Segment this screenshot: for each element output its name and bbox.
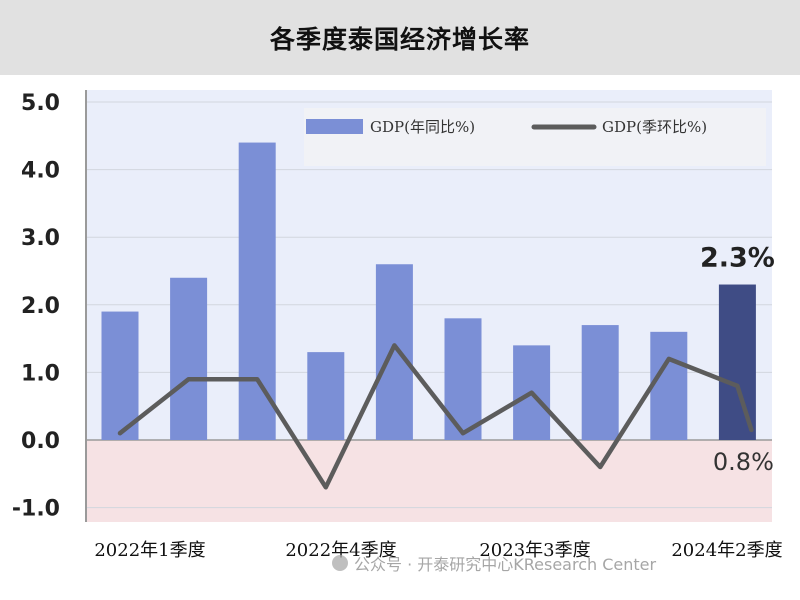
line-series — [117, 343, 754, 490]
x-tick-labels: 2022年1季度 2022年4季度 2023年3季度 2024年2季度 — [94, 540, 782, 561]
title-band: 各季度泰国经济增长率 — [0, 0, 800, 75]
y-tick-label: -1.0 — [12, 497, 60, 522]
bar — [718, 284, 756, 440]
line-value-label: 0.8% — [713, 448, 774, 476]
x-tick-label: 2022年1季度 — [94, 540, 205, 561]
bar-series — [101, 142, 756, 440]
x-tick-label: 2024年2季度 — [671, 540, 782, 561]
bar — [375, 264, 413, 440]
series-line — [117, 343, 754, 490]
callout-labels: 2.3% 0.8% — [700, 243, 775, 476]
legend-bar-swatch — [306, 119, 363, 134]
bar — [238, 142, 276, 440]
x-tick-label: 2022年4季度 — [285, 540, 396, 561]
legend-box — [304, 108, 766, 166]
y-tick-label: 4.0 — [21, 159, 60, 184]
bar — [170, 277, 208, 440]
legend-line-label: GDP(季环比%) — [602, 118, 707, 136]
y-tick-label: 1.0 — [21, 361, 60, 386]
y-tick-label: 2.0 — [21, 294, 60, 319]
x-tick-label: 2023年3季度 — [479, 540, 590, 561]
legend-bar-label: GDP(年同比%) — [370, 118, 475, 136]
bar — [444, 318, 482, 440]
bar — [650, 331, 688, 440]
negative-band — [86, 440, 772, 522]
bar — [101, 311, 139, 440]
y-tick-label: 0.0 — [21, 429, 60, 454]
y-tick-label: 5.0 — [21, 91, 60, 116]
legend: GDP(年同比%) GDP(季环比%) — [304, 108, 766, 166]
watermark-text: 公众号 · 开泰研究中心KResearch Center — [354, 555, 657, 574]
bar-value-label: 2.3% — [700, 243, 775, 274]
bar — [307, 352, 345, 440]
bar — [581, 325, 619, 440]
y-tick-label: 3.0 — [21, 226, 60, 251]
chart-title: 各季度泰国经济增长率 — [269, 24, 530, 54]
watermark: 公众号 · 开泰研究中心KResearch Center — [332, 551, 656, 575]
wechat-icon — [332, 555, 348, 571]
y-tick-labels: 5.0 4.0 3.0 2.0 1.0 0.0 -1.0 — [12, 91, 60, 522]
